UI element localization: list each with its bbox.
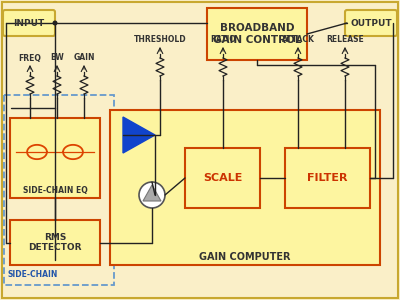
Polygon shape — [143, 185, 161, 201]
Text: RATIO: RATIO — [210, 35, 236, 44]
Bar — [10, 118, 100, 198]
Text: BW: BW — [50, 53, 64, 62]
Polygon shape — [123, 117, 155, 153]
Text: INPUT: INPUT — [13, 19, 45, 28]
Circle shape — [139, 182, 165, 208]
Text: SIDE-CHAIN: SIDE-CHAIN — [8, 270, 58, 279]
Text: GAIN COMPUTER: GAIN COMPUTER — [199, 252, 291, 262]
FancyBboxPatch shape — [345, 10, 397, 36]
Bar — [110, 110, 380, 265]
Text: THRESHOLD: THRESHOLD — [134, 35, 186, 44]
FancyBboxPatch shape — [3, 10, 55, 36]
Text: RMS
DETECTOR: RMS DETECTOR — [28, 233, 82, 252]
Text: GAIN: GAIN — [73, 53, 95, 62]
Bar — [185, 148, 260, 208]
Text: BROADBAND
GAIN CONTROL: BROADBAND GAIN CONTROL — [213, 23, 301, 45]
Text: FILTER: FILTER — [307, 173, 348, 183]
Text: ATTACK: ATTACK — [282, 35, 314, 44]
Text: SIDE-CHAIN EQ: SIDE-CHAIN EQ — [23, 185, 87, 194]
Bar — [10, 220, 100, 265]
Text: OUTPUT: OUTPUT — [350, 19, 392, 28]
Text: RELEASE: RELEASE — [326, 35, 364, 44]
Text: SCALE: SCALE — [203, 173, 242, 183]
Circle shape — [52, 20, 58, 26]
Text: FREQ: FREQ — [18, 53, 42, 62]
Bar — [4, 95, 114, 285]
Bar — [207, 8, 307, 60]
Bar — [285, 148, 370, 208]
